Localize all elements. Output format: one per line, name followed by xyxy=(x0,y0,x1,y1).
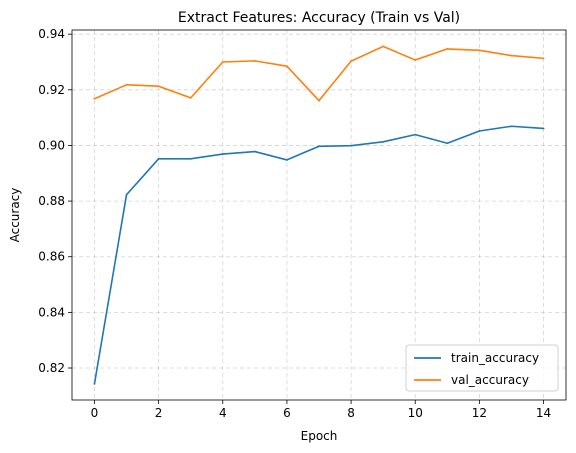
x-tick-label: 2 xyxy=(155,406,163,420)
data-point-train_accuracy xyxy=(318,145,320,148)
data-point-val_accuracy xyxy=(253,59,256,62)
y-tick-label: 0.88 xyxy=(38,194,65,208)
data-point-val_accuracy xyxy=(446,48,449,50)
data-point-train_accuracy xyxy=(542,127,545,130)
chart-title: Extract Features: Accuracy (Train vs Val… xyxy=(178,10,460,26)
legend-label-train_accuracy: train_accuracy xyxy=(451,351,539,365)
data-point-val_accuracy xyxy=(157,85,160,88)
data-point-train_accuracy xyxy=(93,382,96,385)
x-tick-label: 8 xyxy=(347,406,355,420)
x-tick-label: 6 xyxy=(283,406,291,420)
data-point-train_accuracy xyxy=(253,150,256,153)
x-tick-label: 4 xyxy=(219,406,227,420)
data-point-val_accuracy xyxy=(286,65,288,68)
data-point-train_accuracy xyxy=(414,133,417,136)
data-point-val_accuracy xyxy=(318,99,320,102)
plot-frame xyxy=(71,29,567,401)
data-point-train_accuracy xyxy=(286,159,288,161)
x-axis-title: Epoch xyxy=(301,429,338,443)
data-point-val_accuracy xyxy=(221,61,224,63)
y-tick-label: 0.92 xyxy=(38,83,65,97)
legend-label-val_accuracy: val_accuracy xyxy=(451,373,529,387)
x-tick-label: 12 xyxy=(472,406,487,420)
data-point-val_accuracy xyxy=(350,60,352,63)
data-point-val_accuracy xyxy=(478,49,481,52)
y-tick-label: 0.82 xyxy=(38,361,65,375)
data-point-val_accuracy xyxy=(93,97,96,100)
data-point-val_accuracy xyxy=(125,83,128,86)
x-tick-label: 10 xyxy=(408,406,423,420)
data-point-train_accuracy xyxy=(157,157,160,160)
data-point-train_accuracy xyxy=(478,130,481,132)
legend: train_accuracy val_accuracy xyxy=(405,344,559,392)
y-tick-label: 0.90 xyxy=(38,138,65,152)
legend-box xyxy=(405,344,559,392)
y-tick-label: 0.86 xyxy=(38,250,65,264)
data-point-train_accuracy xyxy=(125,193,128,196)
y-axis-title: Accuracy xyxy=(8,188,22,243)
data-point-train_accuracy xyxy=(350,144,352,147)
data-point-val_accuracy xyxy=(382,45,385,48)
y-tick-label: 0.84 xyxy=(38,305,65,319)
data-point-train_accuracy xyxy=(221,153,224,155)
data-point-val_accuracy xyxy=(542,57,545,60)
data-point-train_accuracy xyxy=(189,157,192,160)
data-point-val_accuracy xyxy=(510,54,513,57)
series-layer xyxy=(93,45,545,385)
data-point-train_accuracy xyxy=(446,142,449,145)
data-point-train_accuracy xyxy=(382,140,385,143)
data-point-val_accuracy xyxy=(414,59,417,61)
data-point-train_accuracy xyxy=(510,125,513,128)
y-tick-label: 0.94 xyxy=(38,27,65,41)
x-tick-label: 14 xyxy=(536,406,551,420)
data-point-val_accuracy xyxy=(189,96,192,99)
tick-layer: 0 2 4 6 8 10 12 14 0.82 0.84 0.86 0.88 0.90 0.92 0.94 xyxy=(38,27,551,420)
x-tick-label: 0 xyxy=(91,406,99,420)
